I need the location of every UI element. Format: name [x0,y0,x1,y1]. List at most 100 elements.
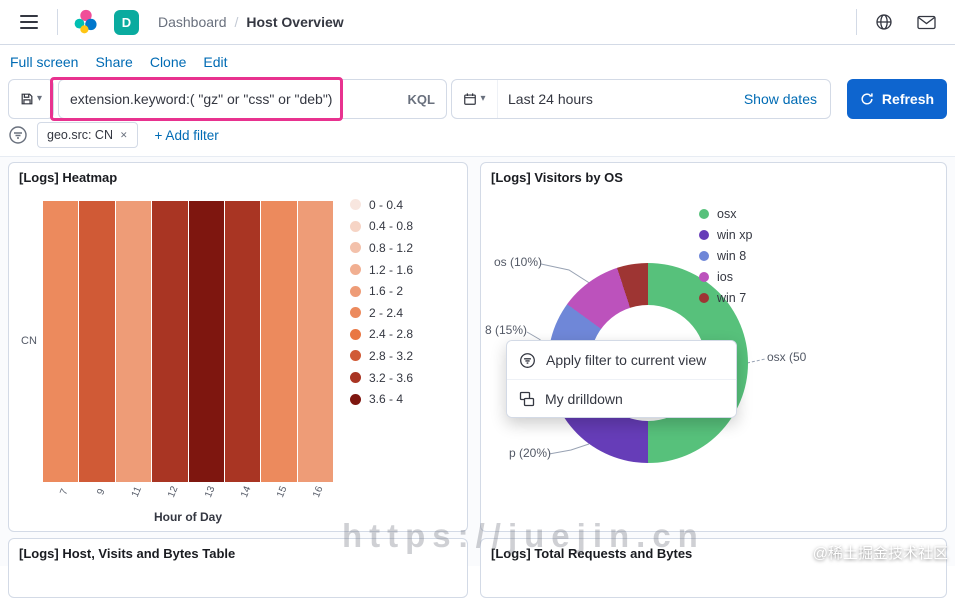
share-link[interactable]: Share [95,54,133,70]
date-picker: ▾ Last 24 hours Show dates [451,79,831,119]
legend-label: 0 - 0.4 [369,197,404,212]
legend-swatch [699,208,709,219]
heatmap-plot [43,201,333,482]
x-tick-label: 9 [94,487,108,497]
space-avatar[interactable]: D [114,9,139,35]
legend-label: 2.4 - 2.8 [369,327,414,342]
legend-item[interactable]: ios [699,266,752,287]
query-input[interactable] [70,91,400,107]
dashboard-toolbar: Full screen Share Clone Edit [0,45,955,79]
legend-swatch [350,393,361,405]
legend-swatch [350,199,361,211]
legend-swatch [350,307,361,319]
mail-icon [916,15,936,29]
legend-swatch [350,328,361,340]
heatmap-cell[interactable] [224,201,261,482]
legend-item[interactable]: 3.2 - 3.6 [350,367,413,389]
show-dates-button[interactable]: Show dates [743,91,817,107]
legend-item[interactable]: 1.6 - 2 [350,280,413,302]
heatmap-cell[interactable] [152,201,188,482]
legend-item[interactable]: win xp [699,224,752,245]
query-bar: ▾ KQL ▾ Last 24 hours Show dates Refresh [8,79,947,119]
breadcrumb: Dashboard / Host Overview [158,14,344,30]
heatmap-cell[interactable] [188,201,224,482]
panel-title-heatmap: [Logs] Heatmap [19,170,118,185]
legend-swatch [699,292,709,303]
apply-filter-menu-item[interactable]: Apply filter to current view [507,341,736,379]
slice-label-winxp: p (20%) [509,446,552,460]
panel-title-total-requests-bytes: [Logs] Total Requests and Bytes [491,546,693,561]
slice-label-win8: 8 (15%) [485,323,528,337]
watermark-center: https://juejin.cn [342,517,705,554]
query-input-wrapper: KQL [58,79,447,119]
heatmap-x-axis-title: Hour of Day [153,510,222,524]
clone-link[interactable]: Clone [149,54,187,70]
add-filter-button[interactable]: + Add filter [154,127,219,143]
x-tick-label: 13 [202,484,218,500]
legend-item[interactable]: win 8 [699,245,752,266]
filter-options-icon[interactable] [8,125,28,145]
legend-item[interactable]: 0.8 - 1.2 [350,237,413,259]
legend-item[interactable]: 0 - 0.4 [350,194,413,216]
date-picker-calendar-button[interactable]: ▾ [452,80,498,118]
heatmap-cell[interactable] [261,201,297,482]
slice-label-ios: os (10%) [494,255,543,269]
full-screen-link[interactable]: Full screen [10,54,79,70]
slice-label-osx: osx (50 [767,350,807,364]
top-nav-bar: D Dashboard / Host Overview [0,0,955,45]
newsfeed-button[interactable] [911,7,941,37]
legend-item[interactable]: 2.8 - 3.2 [350,345,413,367]
heatmap-cell[interactable] [79,201,115,482]
heatmap-cell[interactable] [115,201,152,482]
legend-label: 1.2 - 1.6 [369,262,414,277]
legend-label: 3.6 - 4 [369,392,404,407]
legend-swatch [350,220,361,232]
edit-link[interactable]: Edit [203,54,228,70]
query-language-button[interactable]: KQL [407,91,435,107]
x-tick-label: 11 [130,485,145,499]
saved-query-menu-button[interactable]: ▾ [8,79,54,119]
legend-label: 2.8 - 3.2 [369,348,414,363]
elastic-logo[interactable] [71,7,101,37]
slice-context-menu: Apply filter to current view My drilldow… [506,340,737,418]
legend-item[interactable]: 3.6 - 4 [350,388,413,410]
filter-in-circle-icon [520,352,535,368]
panel-title-host-visits-bytes: [Logs] Host, Visits and Bytes Table [19,546,236,561]
legend-swatch [699,271,709,282]
time-range-value[interactable]: Last 24 hours [508,91,593,107]
calendar-icon [464,93,477,105]
my-drilldown-menu-item[interactable]: My drilldown [507,379,736,417]
save-icon [21,93,33,105]
legend-item[interactable]: 1.2 - 1.6 [350,259,413,281]
legend-item[interactable]: 2.4 - 2.8 [350,324,413,346]
breadcrumb-separator: / [234,14,239,30]
legend-label: osx [717,206,737,221]
breadcrumb-dashboard[interactable]: Dashboard [158,14,227,30]
panel-title-visitors-by-os: [Logs] Visitors by OS [491,170,623,185]
legend-label: 0.4 - 0.8 [369,219,414,234]
refresh-button[interactable]: Refresh [847,79,947,119]
x-tick-label: 7 [58,487,71,497]
remove-filter-icon[interactable]: ✕ [120,129,128,140]
legend-label: win 8 [717,248,747,263]
hamburger-menu-button[interactable] [14,7,44,37]
legend-item[interactable]: 0.4 - 0.8 [350,216,413,238]
drilldown-icon [519,391,535,406]
legend-label: 2 - 2.4 [369,305,404,320]
refresh-icon [861,93,873,105]
menu-item-label: Apply filter to current view [546,352,707,368]
chevron-down-icon: ▾ [480,93,486,104]
legend-item[interactable]: osx [699,203,752,224]
heatmap-cell[interactable] [43,201,79,482]
legend-label: 1.6 - 2 [369,284,404,299]
legend-item[interactable]: win 7 [699,287,752,308]
heatmap-legend: 0 - 0.4 0.4 - 0.8 0.8 - 1.2 1.2 - 1.6 1.… [350,194,413,410]
filter-pill-geo-src[interactable]: geo.src: CN ✕ [37,122,138,148]
globe-button[interactable] [869,7,899,37]
heatmap-cell[interactable] [297,201,333,482]
legend-item[interactable]: 2 - 2.4 [350,302,413,324]
legend-label: win 7 [717,290,747,305]
hamburger-icon [20,15,38,29]
header-divider [856,9,857,35]
legend-swatch [350,285,361,297]
